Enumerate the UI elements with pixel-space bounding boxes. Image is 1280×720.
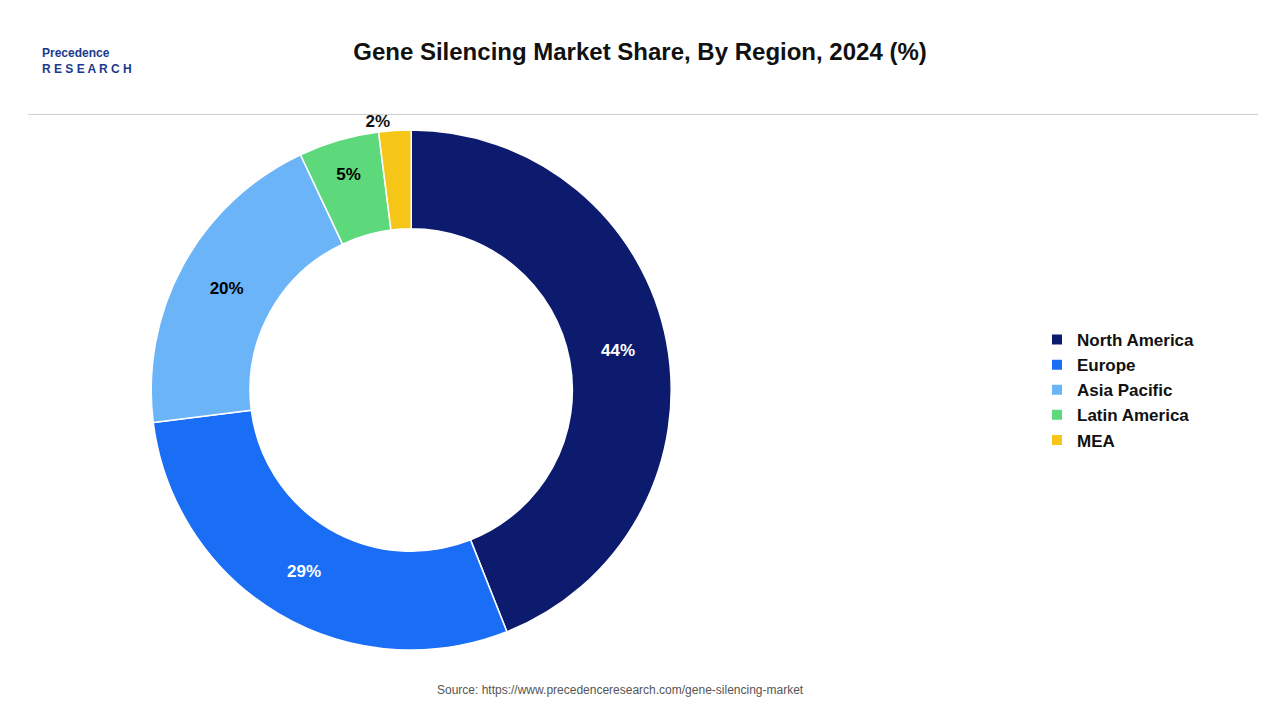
svg-text:5%: 5% — [336, 165, 361, 184]
svg-text:Gene Silencing Market Share, B: Gene Silencing Market Share, By Region, … — [353, 38, 927, 65]
svg-text:Asia Pacific: Asia Pacific — [1077, 381, 1172, 400]
svg-text:Latin America: Latin America — [1077, 406, 1189, 425]
svg-text:Source: https://www.precedence: Source: https://www.precedenceresearch.c… — [437, 683, 804, 697]
svg-text:29%: 29% — [287, 562, 321, 581]
svg-text:2%: 2% — [366, 112, 391, 131]
svg-text:44%: 44% — [601, 341, 635, 360]
svg-text:20%: 20% — [210, 279, 244, 298]
svg-text:Europe: Europe — [1077, 356, 1136, 375]
svg-text:PrecedenceR E S E A R C H: PrecedenceR E S E A R C H — [42, 46, 132, 76]
svg-text:North America: North America — [1077, 331, 1194, 350]
svg-text:MEA: MEA — [1077, 432, 1115, 451]
